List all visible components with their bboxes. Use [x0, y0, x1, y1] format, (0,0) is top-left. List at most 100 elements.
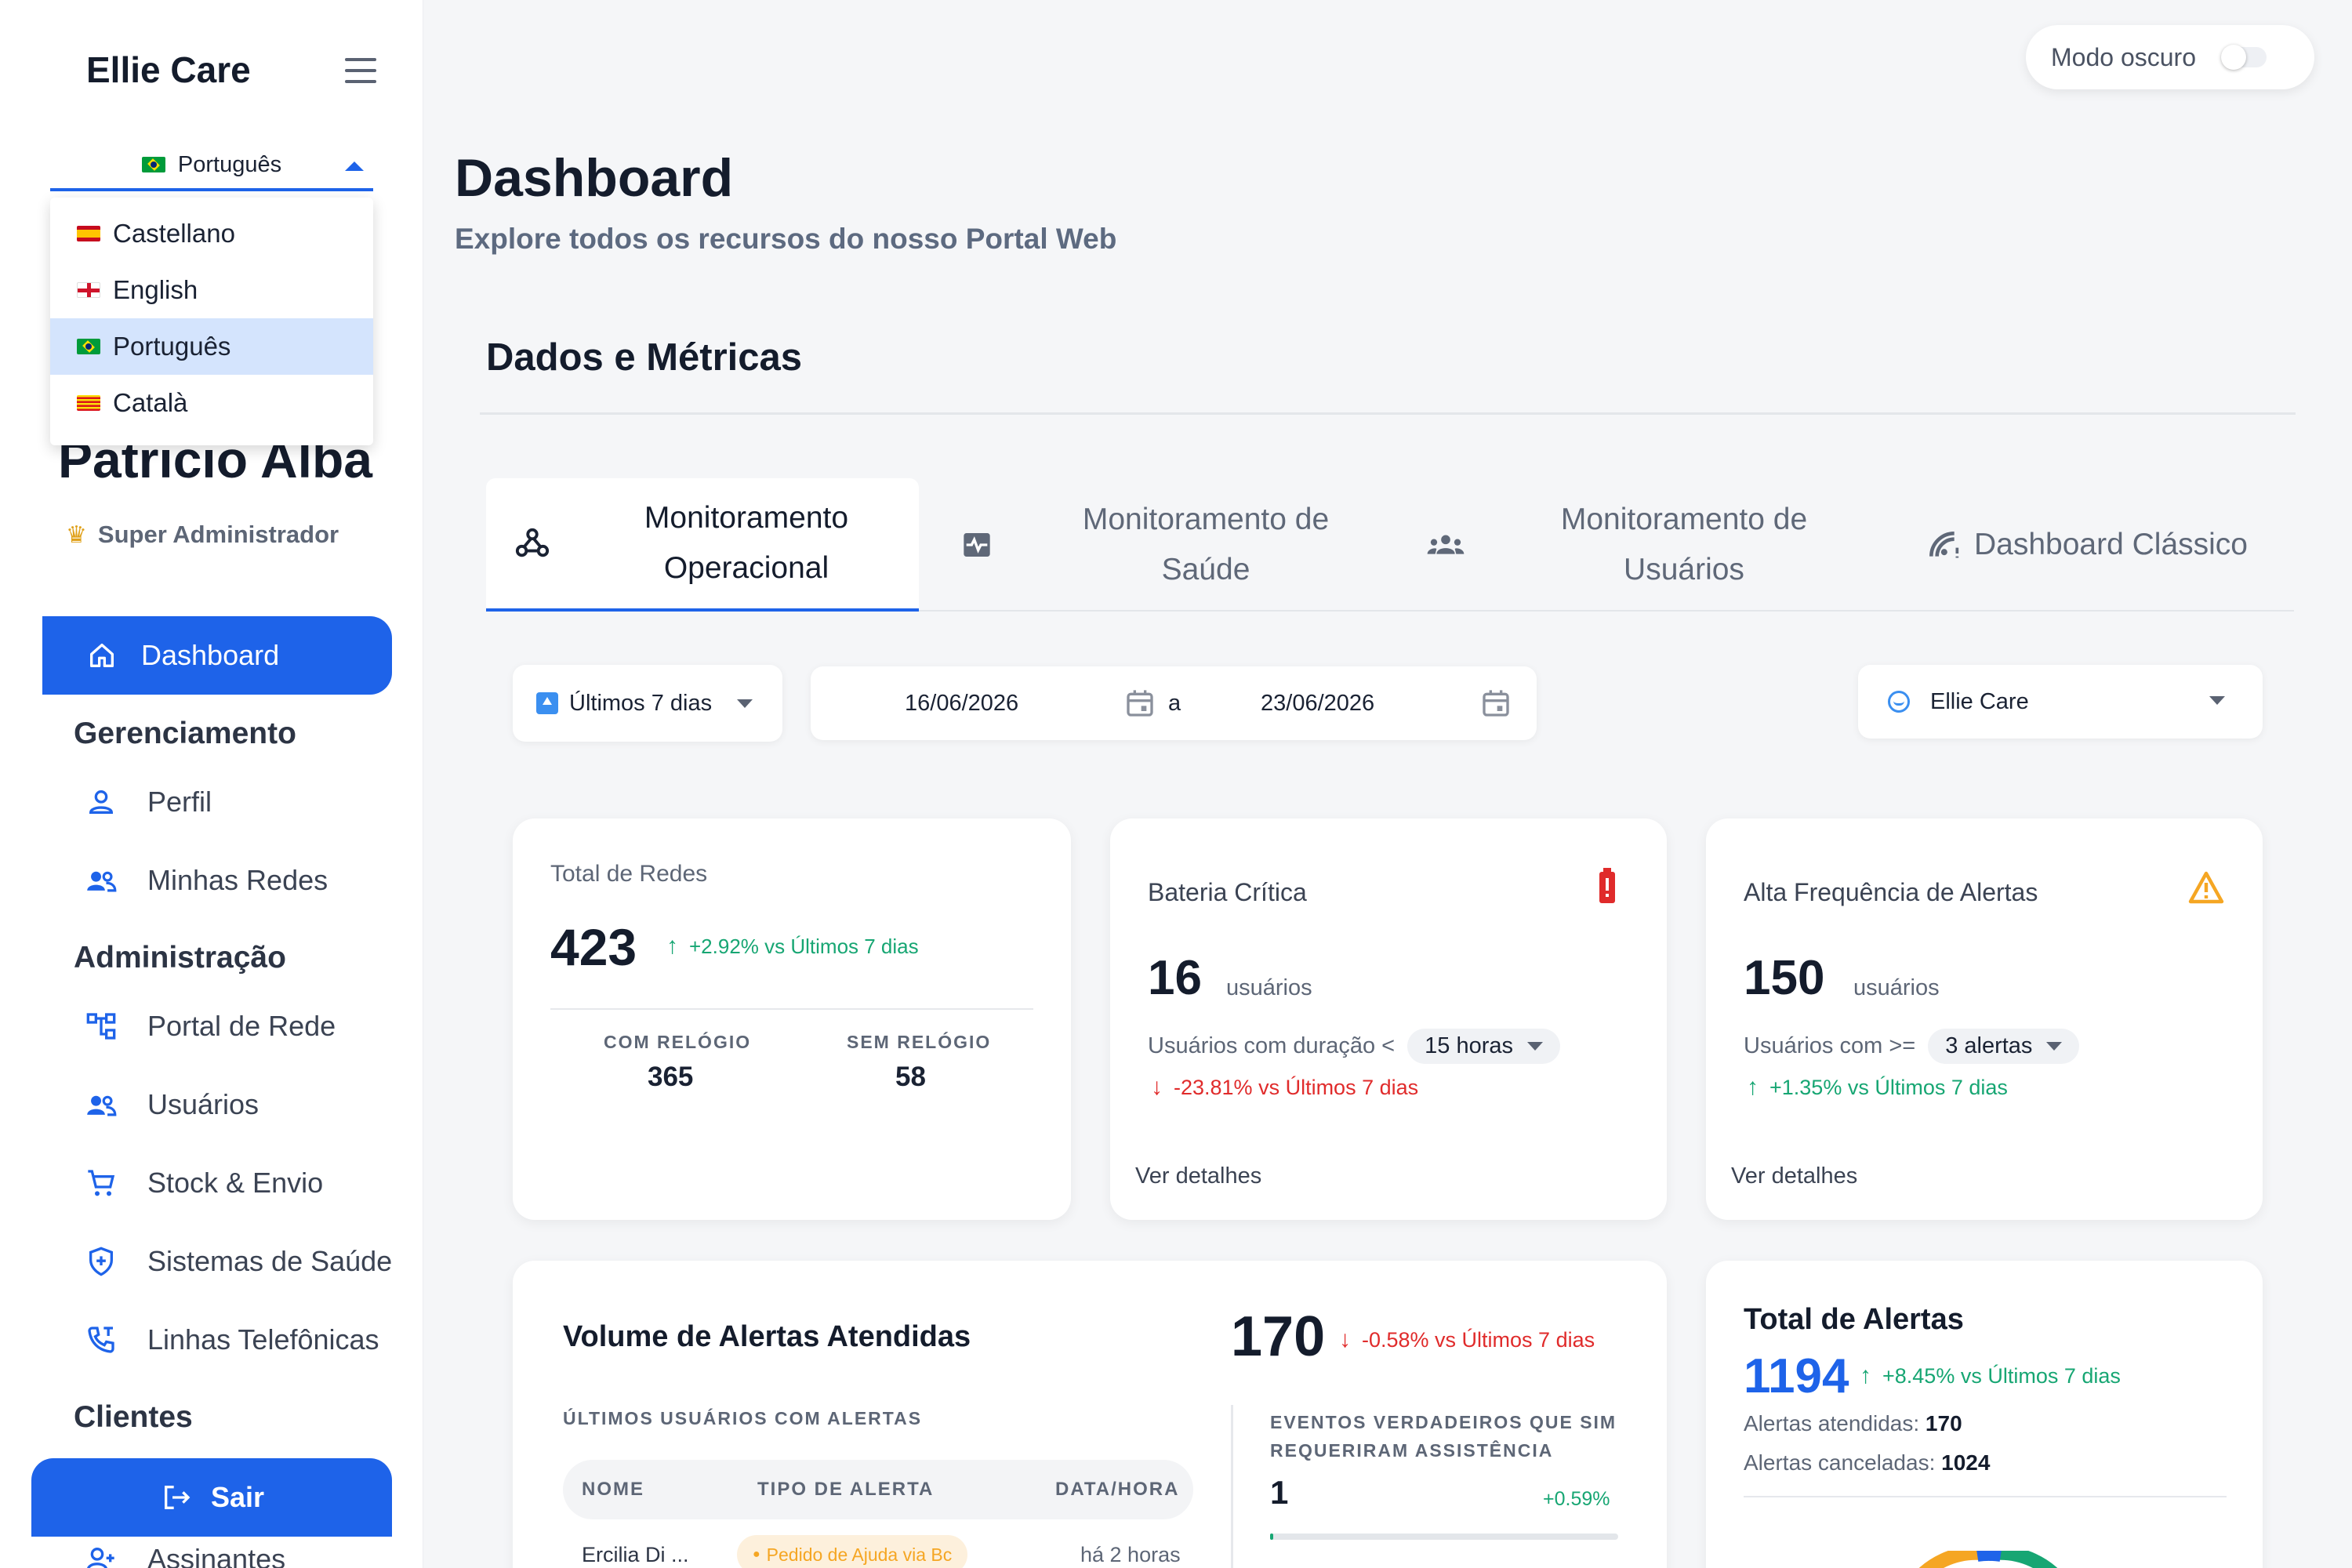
table-row[interactable]: Ercilia Di ... ● Pedido de Ajuda via Bc h… — [563, 1532, 1193, 1568]
tab-operacional[interactable]: Monitoramento Operacional — [486, 478, 919, 612]
card-delta: ↓ -23.81% vs Últimos 7 dias — [1151, 1074, 1419, 1100]
network-select[interactable]: Ellie Care — [1858, 665, 2263, 739]
tab-usuarios[interactable]: Monitoramento de Usuários — [1411, 478, 1897, 612]
column-header-data: DATA/HORA — [1055, 1479, 1180, 1500]
sidebar-item-label: Assinantes — [147, 1543, 286, 1568]
date-from-input[interactable]: 16/06/2026 — [905, 690, 1019, 716]
page-subtitle: Explore todos os recursos do nosso Porta… — [455, 223, 1117, 255]
calendar-icon[interactable] — [1480, 687, 1512, 720]
tab-classico[interactable]: Dashboard Clássico — [1910, 478, 2294, 612]
card-total-alertas: Total de Alertas 1194 ↑ +8.45% vs Últimos… — [1706, 1261, 2263, 1568]
arrow-up-icon: ↑ — [1747, 1074, 1759, 1100]
ellie-logo-icon — [1888, 691, 1910, 713]
caret-up-icon — [345, 162, 364, 171]
section-title: Dados e Métricas — [486, 336, 803, 379]
brazil-flag-icon — [141, 157, 165, 172]
card-value: 16 — [1148, 951, 1202, 1005]
section-clientes: Clientes — [74, 1400, 193, 1434]
sidebar-item-portal-rede[interactable]: Portal de Rede — [83, 1008, 336, 1044]
calendar-icon[interactable] — [1124, 687, 1156, 720]
hamburger-menu-icon[interactable] — [345, 58, 376, 83]
section-divider — [480, 412, 2296, 415]
column-header-tipo: TIPO DE ALERTA — [757, 1479, 935, 1500]
sem-relogio-value: 58 — [895, 1062, 926, 1092]
warning-icon — [2188, 871, 2224, 904]
language-select[interactable]: Português — [50, 141, 373, 191]
eventos-title: EVENTOS VERDADEIROS QUE SIM REQUERIRAM AS… — [1270, 1412, 1617, 1461]
sidebar-item-label: Minhas Redes — [147, 864, 328, 896]
card-value: 150 — [1744, 951, 1825, 1005]
sidebar-item-minhas-redes[interactable]: Minhas Redes — [83, 862, 328, 898]
eventos-delta: +0.59% — [1543, 1488, 1610, 1510]
group-icon — [83, 862, 119, 898]
date-range-picker: 16/06/2026 a 23/06/2026 — [811, 666, 1537, 740]
home-icon — [90, 644, 114, 667]
alerts-filter: Usuários com >= 3 alertas — [1744, 1029, 2080, 1064]
sem-relogio-label: SEM RELÓGIO — [847, 1032, 992, 1052]
sidebar-item-usuarios[interactable]: Usuários — [83, 1087, 259, 1123]
duration-filter-label: Usuários com duração < — [1148, 1033, 1396, 1058]
rss-feed-icon — [1929, 532, 1959, 558]
card-unit: usuários — [1853, 975, 1940, 1000]
date-to-input[interactable]: 23/06/2026 — [1261, 690, 1375, 716]
recent-users-title: ÚLTIMOS USUÁRIOS COM ALERTAS — [563, 1408, 923, 1428]
sidebar-item-label: Sistemas de Saúde — [147, 1245, 393, 1277]
sidebar-item-dashboard[interactable]: Dashboard — [42, 616, 392, 695]
user-role-label: Super Administrador — [97, 521, 339, 548]
sidebar-item-label: Stock & Envio — [147, 1167, 324, 1199]
catalonia-flag-icon — [77, 395, 100, 411]
com-relogio-value: 365 — [648, 1062, 694, 1092]
caret-down-icon — [2046, 1042, 2063, 1051]
sidebar-item-label: Usuários — [147, 1088, 260, 1120]
com-relogio-label: COM RELÓGIO — [604, 1032, 752, 1052]
shield-plus-icon — [83, 1243, 119, 1279]
card-divider — [1744, 1496, 2227, 1497]
sidebar-item-label: Perfil — [147, 786, 212, 818]
users-icon — [83, 1087, 119, 1123]
tab-label: Dashboard Clássico — [1974, 528, 2249, 561]
language-option-castellano[interactable]: Castellano — [50, 205, 373, 262]
column-header-nome: NOME — [582, 1479, 644, 1500]
range-select[interactable]: Últimos 7 dias — [513, 665, 782, 742]
language-menu: Castellano English Português Català — [50, 198, 373, 445]
sidebar-item-linhas[interactable]: Linhas Telefônicas — [83, 1322, 379, 1358]
duration-select[interactable]: 15 horas — [1407, 1029, 1560, 1064]
card-volume-alertas: Volume de Alertas Atendidas 170 ↓ -0.58% … — [513, 1261, 1667, 1568]
sidebar-item-label: Linhas Telefônicas — [147, 1323, 379, 1356]
language-option-portugues[interactable]: Português — [50, 318, 373, 375]
spain-flag-icon — [77, 226, 100, 241]
arrow-down-icon: ↓ — [1339, 1327, 1351, 1352]
brand-name: Ellie Care — [86, 49, 251, 90]
ver-detalhes-link[interactable]: Ver detalhes — [1135, 1163, 1262, 1189]
arrow-up-icon: ↑ — [1860, 1363, 1871, 1388]
cell-data: há 2 horas — [1080, 1543, 1181, 1566]
dark-mode-switch[interactable] — [2220, 45, 2267, 70]
sidebar-item-sistemas[interactable]: Sistemas de Saúde — [83, 1243, 392, 1279]
alerts-filter-label: Usuários com >= — [1744, 1033, 1916, 1058]
cell-nome: Ercilia Di ... — [582, 1543, 689, 1566]
tab-saude[interactable]: Monitoramento de Saúde — [944, 478, 1430, 612]
dark-mode-toggle[interactable]: Modo oscuro — [2026, 25, 2314, 89]
atendidas-line: Alertas atendidas: 170 — [1744, 1411, 1962, 1436]
table-header: NOME TIPO DE ALERTA DATA/HORA — [563, 1460, 1193, 1519]
language-option-catala[interactable]: Català — [50, 375, 373, 431]
user-role: ♛ Super Administrador — [66, 521, 339, 549]
canceladas-line: Alertas canceladas: 1024 — [1744, 1450, 1991, 1475]
sidebar-item-stock[interactable]: Stock & Envio — [83, 1165, 323, 1201]
date-separator: a — [1168, 690, 1181, 716]
tab-label: Monitoramento de Saúde — [1082, 503, 1330, 586]
card-title: Bateria Crítica — [1148, 878, 1307, 906]
brazil-flag-icon — [77, 339, 100, 354]
sidebar-item-perfil[interactable]: Perfil — [83, 784, 212, 820]
ver-detalhes-link[interactable]: Ver detalhes — [1731, 1163, 1858, 1189]
people-group-icon — [1427, 535, 1465, 554]
language-option-label: Català — [113, 388, 188, 417]
logout-button[interactable]: Sair — [31, 1458, 392, 1537]
alerts-count-select[interactable]: 3 alertas — [1928, 1029, 2080, 1064]
eventos-progress-bar — [1270, 1534, 1618, 1540]
language-option-english[interactable]: English — [50, 262, 373, 318]
phone-icon — [83, 1322, 119, 1358]
battery-alert-icon — [1599, 868, 1615, 903]
logout-label: Sair — [210, 1481, 265, 1513]
sidebar-item-assinantes[interactable]: Assinantes — [83, 1541, 285, 1568]
